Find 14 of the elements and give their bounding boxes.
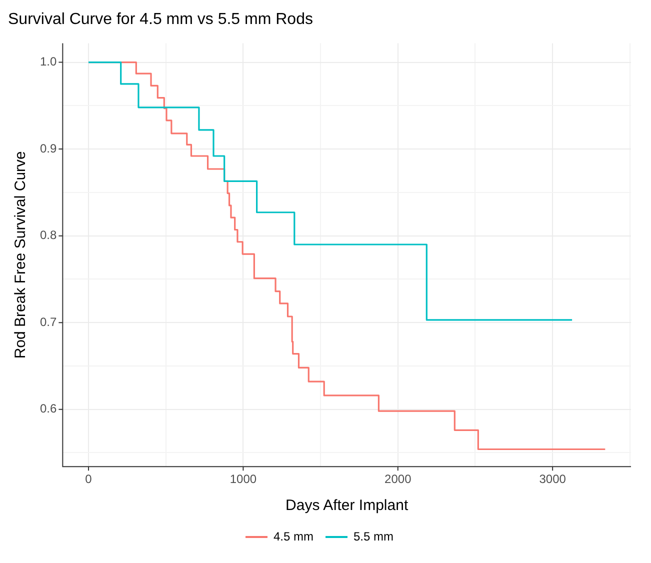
x-tick-label: 3000 [539, 472, 566, 486]
x-tick-label: 0 [85, 472, 92, 486]
chart-title: Survival Curve for 4.5 mm vs 5.5 mm Rods [8, 11, 313, 28]
legend-label: 5.5 mm [354, 529, 394, 544]
y-tick-label: 0.7 [40, 314, 57, 329]
y-tick-label: 0.6 [40, 402, 57, 416]
y-axis-title: Rod Break Free Survival Curve [12, 151, 30, 359]
y-tick-label: 0.9 [40, 141, 57, 156]
y-tick-label: 1.0 [40, 54, 57, 69]
x-tick-label: 2000 [384, 472, 412, 486]
legend-label: 4.5 mm [273, 529, 314, 544]
x-axis-title: Days After Implant [286, 497, 409, 514]
x-tick-label: 1000 [230, 472, 257, 486]
y-tick-label: 0.8 [40, 228, 57, 242]
